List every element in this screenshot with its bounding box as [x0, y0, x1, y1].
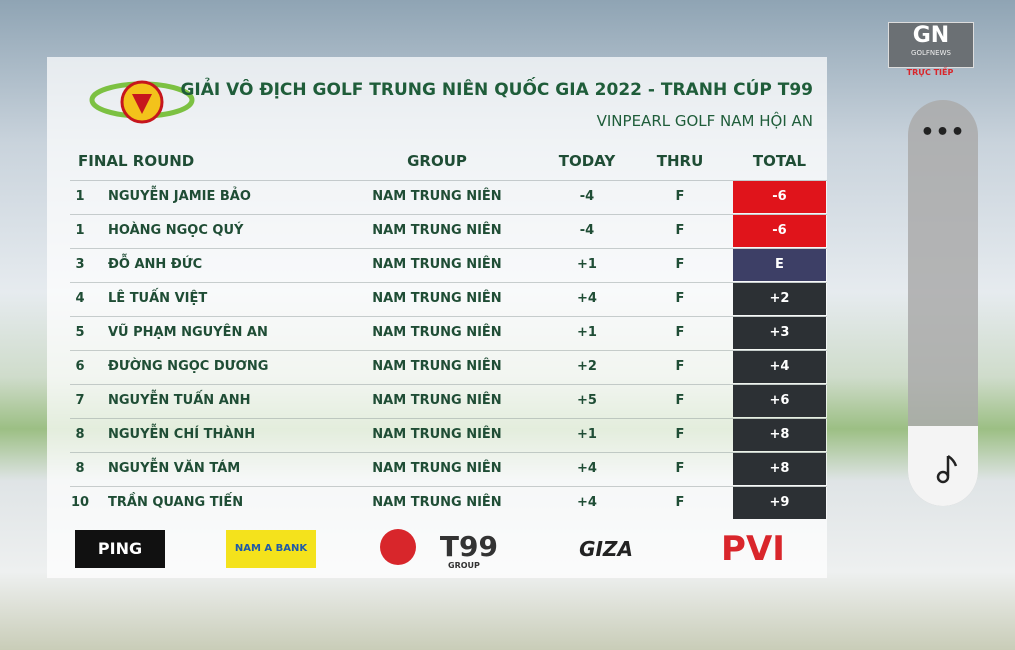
thru: F	[675, 257, 685, 272]
row-separator	[70, 384, 827, 385]
today: -4	[579, 189, 595, 204]
thru: F	[675, 189, 685, 204]
total: +3	[733, 317, 826, 349]
channel-brand: GOLFNEWS	[911, 49, 951, 57]
title: GIẢI VÔ ĐỊCH GOLF TRUNG NIÊN QUỐC GIA 20…	[180, 80, 813, 100]
leaderboard-panel	[47, 57, 827, 578]
total: +9	[733, 487, 826, 519]
more-button[interactable]: •••	[920, 120, 966, 145]
group: NAM TRUNG NIÊN	[372, 393, 502, 408]
today: +4	[577, 461, 597, 476]
rank: 8	[75, 461, 85, 476]
group: NAM TRUNG NIÊN	[372, 223, 502, 238]
rank: 1	[75, 223, 85, 238]
rank: 1	[75, 189, 85, 204]
group: NAM TRUNG NIÊN	[372, 189, 502, 204]
total: +8	[733, 419, 826, 451]
group: NAM TRUNG NIÊN	[372, 359, 502, 374]
sponsor-pvi: PVI	[721, 529, 785, 569]
thru: F	[675, 223, 685, 238]
total: +2	[733, 283, 826, 315]
rank: 4	[75, 291, 85, 306]
today: -4	[579, 223, 595, 238]
total: -6	[733, 181, 826, 213]
group: NAM TRUNG NIÊN	[372, 495, 502, 510]
column-header: THRU	[656, 152, 704, 170]
today: +1	[577, 325, 597, 340]
row-separator	[70, 452, 827, 453]
rank: 10	[70, 495, 90, 510]
thru: F	[675, 495, 685, 510]
player-name: HOÀNG NGỌC QUÝ	[108, 223, 244, 238]
rank: 3	[75, 257, 85, 272]
thru: F	[675, 427, 685, 442]
sponsor-t99-sub: GROUP	[448, 561, 480, 570]
player-name: NGUYỄN TUẤN ANH	[108, 393, 251, 408]
player-name: LÊ TUẤN VIỆT	[108, 291, 208, 306]
player-name: NGUYỄN VĂN TÁM	[108, 461, 241, 476]
live-label: TRỰC TIẾP	[906, 68, 954, 77]
today: +4	[577, 291, 597, 306]
rank: 7	[75, 393, 85, 408]
side-controls: •••	[908, 100, 978, 506]
sponsor-ping: PING	[75, 530, 165, 568]
player-name: ĐỖ ANH ĐỨC	[108, 257, 203, 272]
row-separator	[70, 282, 827, 283]
total: -6	[733, 215, 826, 247]
player-name: TRẦN QUANG TIẾN	[108, 495, 244, 510]
thru: F	[675, 461, 685, 476]
group: NAM TRUNG NIÊN	[372, 427, 502, 442]
player-name: NGUYỄN JAMIE BẢO	[108, 189, 251, 204]
thru: F	[675, 325, 685, 340]
total: E	[733, 249, 826, 281]
sponsor-giza: GIZA	[579, 537, 633, 561]
music-icon	[936, 454, 958, 484]
row-separator	[70, 486, 827, 487]
rank: 6	[75, 359, 85, 374]
t99-mark	[380, 529, 416, 565]
event-logo	[89, 80, 195, 124]
column-header: TOTAL	[752, 152, 807, 170]
column-header: TODAY	[558, 152, 616, 170]
subtitle: VINPEARL GOLF NAM HỘI AN	[596, 112, 813, 130]
sponsor-t99: T99	[439, 530, 498, 563]
row-separator	[70, 350, 827, 351]
player-name: ĐƯỜNG NGỌC DƯƠNG	[108, 359, 269, 374]
total: +6	[733, 385, 826, 417]
row-separator	[70, 418, 827, 419]
sponsor-namabank: NAM A BANK	[226, 530, 316, 568]
group: NAM TRUNG NIÊN	[372, 461, 502, 476]
total: +8	[733, 453, 826, 485]
today: +1	[577, 257, 597, 272]
row-separator	[70, 214, 827, 215]
column-header: FINAL ROUND	[78, 152, 195, 170]
rank: 5	[75, 325, 85, 340]
today: +4	[577, 495, 597, 510]
group: NAM TRUNG NIÊN	[372, 291, 502, 306]
column-header: GROUP	[407, 152, 467, 170]
thru: F	[675, 359, 685, 374]
row-separator	[70, 316, 827, 317]
thru: F	[675, 393, 685, 408]
group: NAM TRUNG NIÊN	[372, 257, 502, 272]
thru: F	[675, 291, 685, 306]
group: NAM TRUNG NIÊN	[372, 325, 502, 340]
player-name: VŨ PHẠM NGUYÊN AN	[108, 325, 268, 340]
row-separator	[70, 248, 827, 249]
player-name: NGUYỄN CHÍ THÀNH	[108, 427, 256, 442]
row-separator	[70, 180, 827, 181]
today: +5	[577, 393, 597, 408]
music-button[interactable]	[908, 426, 978, 506]
today: +2	[577, 359, 597, 374]
total: +4	[733, 351, 826, 383]
rank: 8	[75, 427, 85, 442]
channel-logo: GN GOLFNEWS	[888, 22, 974, 68]
channel-logo-text: GN	[912, 23, 950, 48]
today: +1	[577, 427, 597, 442]
